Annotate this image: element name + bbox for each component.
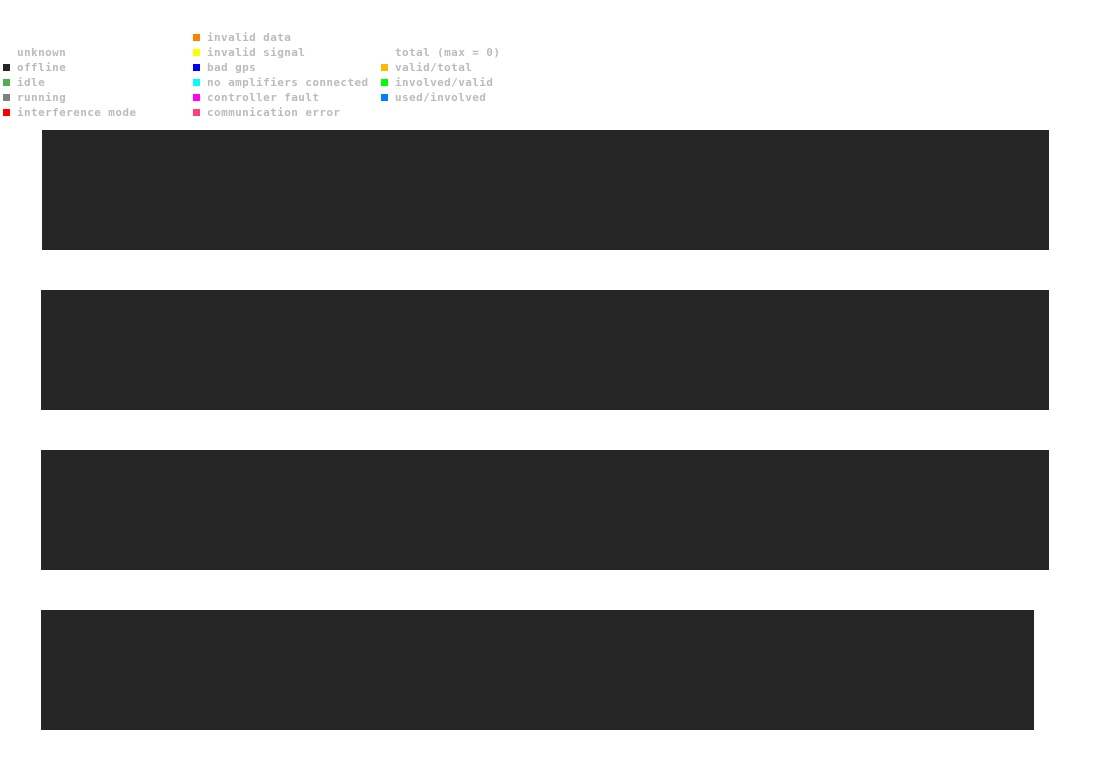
legend-swatch bbox=[3, 94, 10, 101]
legend-label: total (max = 0) bbox=[395, 46, 501, 59]
chart-panel-1 bbox=[42, 130, 1049, 250]
legend-item: involved/valid bbox=[381, 75, 500, 90]
legend-label: valid/total bbox=[395, 61, 473, 74]
legend-label: invalid data bbox=[207, 31, 292, 44]
chart-panel-4 bbox=[41, 610, 1034, 730]
legend-swatch bbox=[381, 64, 388, 71]
legend-item: invalid signal bbox=[193, 45, 369, 60]
legend-status: unknown offline idle running interference mo… bbox=[3, 30, 136, 120]
legend-swatch bbox=[193, 34, 200, 41]
legend-swatch bbox=[193, 79, 200, 86]
legend-label: running bbox=[17, 91, 67, 104]
legend-label: invalid signal bbox=[207, 46, 306, 59]
legend-ratios: total (max = 0) valid/total involved/valid… bbox=[381, 30, 500, 105]
legend-item: offline bbox=[3, 60, 136, 75]
legend-item: communication error bbox=[193, 105, 369, 120]
legend-item: interference mode bbox=[3, 105, 136, 120]
legend-item: used/involved bbox=[381, 90, 500, 105]
legend-item bbox=[3, 30, 136, 45]
legend-item bbox=[381, 30, 500, 45]
legend-label: no amplifiers connected bbox=[207, 76, 369, 89]
legend-item: total (max = 0) bbox=[381, 45, 500, 60]
legend-item: no amplifiers connected bbox=[193, 75, 369, 90]
legend-swatch bbox=[193, 109, 200, 116]
legend-item: bad gps bbox=[193, 60, 369, 75]
legend-label: offline bbox=[17, 61, 67, 74]
legend-label: idle bbox=[17, 76, 46, 89]
chart-panel-3 bbox=[41, 450, 1049, 570]
legend-swatch bbox=[381, 94, 388, 101]
legend-label: interference mode bbox=[17, 106, 137, 119]
legend-swatch bbox=[3, 109, 10, 116]
legend-item: valid/total bbox=[381, 60, 500, 75]
legend-errors: invalid data invalid signal bad gps no ampl… bbox=[193, 30, 369, 120]
legend-item: controller fault bbox=[193, 90, 369, 105]
legend-label: unknown bbox=[17, 46, 67, 59]
legend-label: involved/valid bbox=[395, 76, 494, 89]
legend-label: communication error bbox=[207, 106, 341, 119]
legend-swatch bbox=[3, 64, 10, 71]
chart-panel-2 bbox=[41, 290, 1049, 410]
legend-swatch bbox=[3, 49, 10, 56]
legend-swatch bbox=[193, 94, 200, 101]
legend-item: running bbox=[3, 90, 136, 105]
legend-swatch bbox=[3, 79, 10, 86]
legend-label: controller fault bbox=[207, 91, 320, 104]
legend-item: unknown bbox=[3, 45, 136, 60]
legend-label: bad gps bbox=[207, 61, 257, 74]
legend-item: invalid data bbox=[193, 30, 369, 45]
legend-swatch bbox=[193, 64, 200, 71]
legend-item: idle bbox=[3, 75, 136, 90]
legend-swatch bbox=[381, 79, 388, 86]
legend-label: used/involved bbox=[395, 91, 487, 104]
legend-swatch bbox=[193, 49, 200, 56]
